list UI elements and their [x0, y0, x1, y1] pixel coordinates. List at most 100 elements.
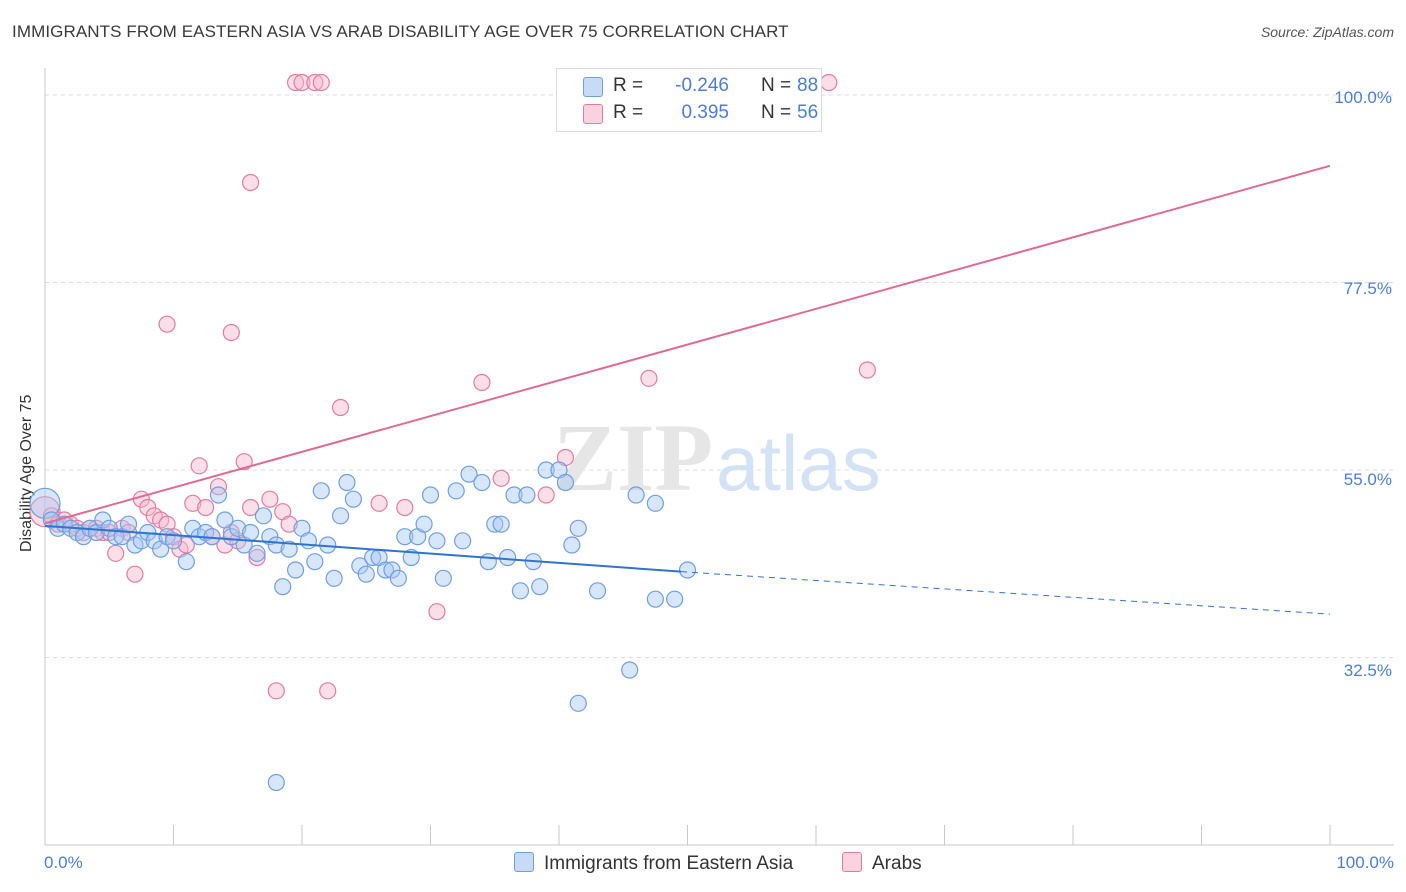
- eastern-asia-point: [454, 532, 472, 550]
- arab-point: [293, 73, 311, 92]
- arab-point: [235, 453, 253, 471]
- legend-n-value: 56: [797, 102, 819, 123]
- eastern-asia-point: [254, 507, 273, 525]
- watermark-atlas: atlas: [716, 419, 881, 507]
- eastern-asia-point: [286, 561, 305, 579]
- bottom-legend-swatch: [842, 852, 862, 872]
- eastern-asia-point: [376, 561, 395, 579]
- eastern-asia-point: [248, 544, 266, 562]
- eastern-asia-point: [209, 486, 228, 504]
- eastern-asia-point: [646, 494, 664, 512]
- eastern-asia-point: [242, 523, 260, 542]
- arab-point: [190, 457, 208, 475]
- arab-point: [248, 548, 266, 567]
- eastern-asia-point: [216, 511, 234, 529]
- eastern-asia-point: [107, 528, 125, 546]
- y-tick-label: 55.0%: [1343, 470, 1392, 489]
- eastern-asia-point: [164, 532, 183, 550]
- y-tick-label: 32.5%: [1343, 661, 1392, 680]
- arab-point: [537, 486, 555, 504]
- bottom-legend-label: Immigrants from Eastern Asia: [544, 853, 794, 874]
- arab-point: [319, 682, 337, 700]
- eastern-asia-point: [338, 473, 356, 492]
- arab-point: [197, 498, 215, 517]
- x-tick-label: 100.0%: [1336, 853, 1394, 872]
- bottom-legend-label: Arabs: [872, 853, 922, 874]
- arab-point: [312, 73, 330, 92]
- eastern-asia-point: [267, 536, 285, 554]
- arab-point: [184, 494, 202, 512]
- arab-point: [222, 323, 240, 342]
- eastern-asia-point: [421, 486, 440, 504]
- arab-trend-line: [44, 164, 1331, 525]
- arab-point: [261, 490, 279, 508]
- eastern-asia-point: [537, 461, 555, 479]
- arab-point: [158, 315, 176, 333]
- eastern-asia-point: [357, 565, 375, 583]
- arab-point: [370, 494, 388, 512]
- legend-n-label: N =: [761, 75, 792, 96]
- legend-r-value: 0.395: [681, 102, 729, 123]
- eastern-asia-point: [492, 515, 510, 533]
- eastern-asia-point: [267, 773, 285, 792]
- eastern-asia-point: [646, 590, 664, 608]
- eastern-asia-point: [389, 569, 407, 587]
- arab-point: [286, 73, 305, 92]
- chart-source: Source: ZipAtlas.com: [1260, 24, 1394, 40]
- eastern-asia-point: [621, 661, 639, 679]
- arab-point: [640, 369, 658, 387]
- eastern-asia-trend-extension: [681, 571, 1331, 615]
- eastern-asia-point: [588, 582, 607, 600]
- bottom-legend: Immigrants from Eastern Asia Arabs: [0, 852, 1406, 878]
- eastern-asia-point: [678, 561, 697, 579]
- eastern-asia-point: [344, 490, 362, 508]
- eastern-asia-point: [325, 569, 343, 587]
- arab-point: [107, 544, 125, 562]
- eastern-asia-point: [499, 548, 517, 567]
- eastern-asia-point: [396, 528, 414, 546]
- eastern-asia-point: [556, 473, 575, 492]
- eastern-asia-point: [531, 578, 549, 596]
- arab-point: [473, 373, 491, 392]
- bottom-legend-item-arabs: Arabs: [842, 852, 922, 875]
- arab-point: [396, 498, 414, 517]
- eastern-asia-point: [299, 532, 318, 550]
- bottom-legend-swatch: [514, 852, 534, 872]
- legend-n-value: 88: [797, 75, 819, 96]
- chart-title: IMMIGRANTS FROM EASTERN ASIA VS ARAB DIS…: [12, 22, 789, 41]
- legend-n-label: N =: [761, 102, 792, 123]
- eastern-asia-point: [274, 578, 292, 596]
- eastern-asia-point: [280, 540, 298, 558]
- legend-swatch-blue: [583, 77, 603, 97]
- arab-point: [242, 498, 260, 517]
- eastern-asia-point: [563, 536, 581, 554]
- eastern-asia-point: [312, 482, 330, 500]
- arab-point: [280, 515, 298, 533]
- arab-point: [306, 73, 324, 92]
- legend-r-label: R =: [613, 102, 644, 123]
- arab-point: [242, 173, 260, 192]
- eastern-asia-point: [415, 515, 433, 533]
- arab-point: [331, 398, 350, 417]
- legend-r-value: -0.246: [675, 75, 729, 96]
- eastern-asia-point: [331, 507, 350, 525]
- eastern-asia-point: [505, 486, 523, 504]
- eastern-asia-point: [479, 553, 497, 571]
- eastern-asia-point: [666, 590, 684, 608]
- eastern-asia-point: [511, 582, 530, 600]
- eastern-asia-point: [518, 486, 536, 504]
- eastern-asia-point: [434, 569, 452, 587]
- arab-point: [428, 603, 446, 621]
- arab-point: [126, 565, 144, 583]
- eastern-asia-point: [119, 515, 138, 533]
- watermark-zip: ZIP: [553, 404, 713, 511]
- arab-point: [820, 73, 838, 92]
- eastern-asia-point: [447, 482, 465, 500]
- eastern-asia-point: [306, 553, 324, 571]
- eastern-asia-point: [569, 519, 587, 537]
- legend: R = -0.246 N = 88 R = 0.395 N = 56: [556, 68, 822, 132]
- eastern-asia-point: [460, 465, 478, 483]
- eastern-asia-point: [177, 553, 195, 571]
- eastern-asia-point: [428, 532, 446, 550]
